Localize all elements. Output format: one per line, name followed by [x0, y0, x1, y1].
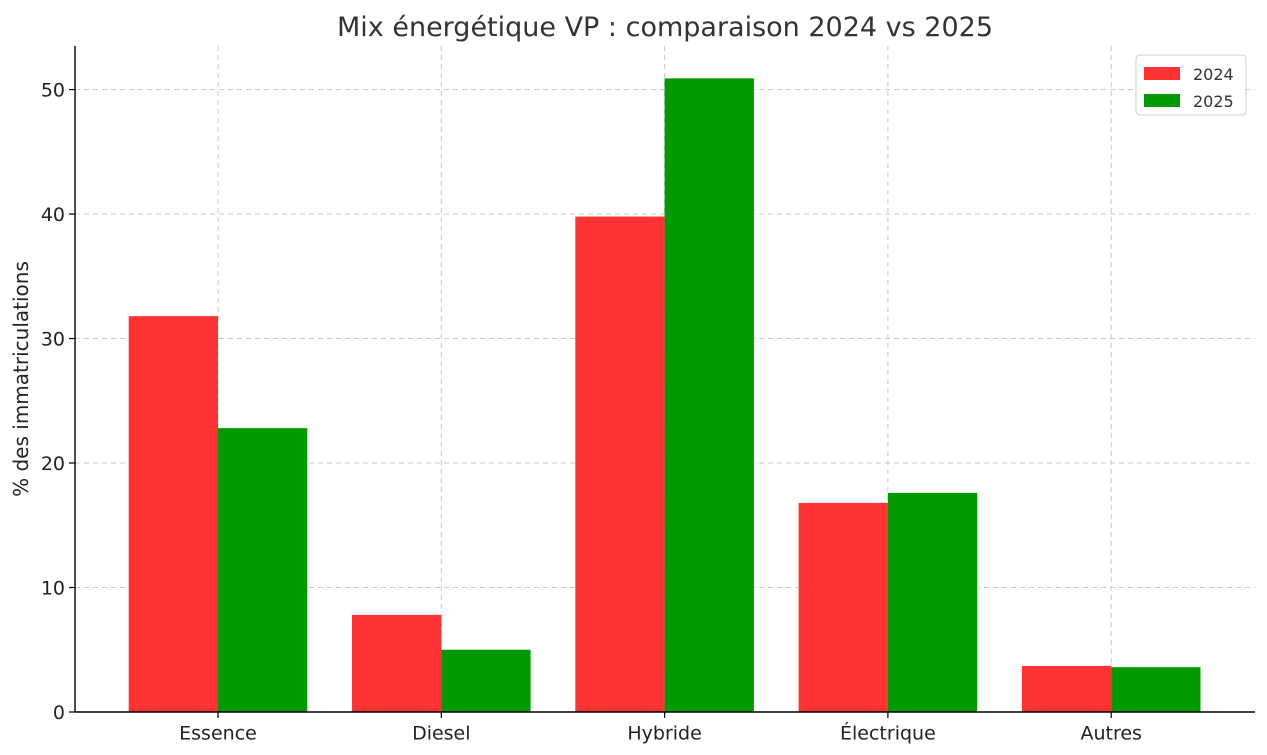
- bars: [128, 78, 1201, 713]
- x-tick-label: Essence: [179, 723, 257, 745]
- x-axis-ticks: Essence Diesel Hybride Électrique Autres: [179, 712, 1142, 745]
- bar-2024-0: [128, 316, 218, 712]
- y-tick-label: 0: [53, 702, 65, 724]
- bar-2024-3: [798, 502, 888, 712]
- bar-2025-4: [1111, 667, 1201, 712]
- y-tick-label: 10: [41, 578, 65, 600]
- y-tick-label: 30: [41, 329, 65, 351]
- bar-2025-1: [441, 649, 531, 712]
- y-axis-ticks: 0 10 20 30 40 50: [41, 80, 75, 724]
- y-tick-label: 20: [41, 453, 65, 475]
- bar-2024-2: [575, 216, 665, 713]
- bar-2025-3: [887, 492, 978, 712]
- bar-2025-2: [664, 78, 754, 713]
- y-tick-label: 50: [41, 80, 65, 102]
- legend-label-2025: 2025: [1193, 92, 1234, 111]
- bar-2025-0: [218, 428, 308, 712]
- legend-label-2024: 2024: [1193, 65, 1234, 84]
- chart-title: Mix énergétique VP : comparaison 2024 vs…: [337, 12, 993, 43]
- x-tick-label: Électrique: [840, 722, 936, 745]
- bar-2024-4: [1021, 665, 1112, 712]
- x-tick-label: Diesel: [412, 723, 470, 745]
- bar-2024-1: [352, 614, 442, 712]
- x-tick-label: Autres: [1080, 723, 1141, 745]
- y-axis-label: % des immatriculations: [9, 261, 33, 497]
- legend-swatch-2025: [1144, 94, 1180, 107]
- legend: 2024 2025: [1135, 54, 1247, 116]
- legend-swatch-2024: [1144, 67, 1180, 80]
- x-tick-label: Hybride: [627, 723, 701, 745]
- y-tick-label: 40: [41, 204, 65, 226]
